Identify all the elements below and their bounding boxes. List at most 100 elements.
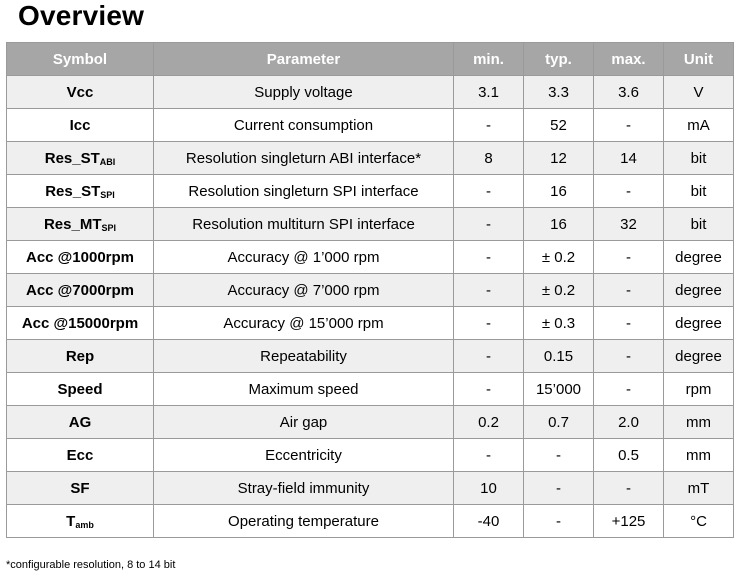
- cell-max: 14: [593, 141, 664, 175]
- table-row: Acc @15000rpm Accuracy @ 15’000 rpm - ± 0.3…: [6, 306, 734, 340]
- table-row: Acc @1000rpm Accuracy @ 1’000 rpm - ± 0.2- d…: [6, 240, 734, 274]
- cell-unit: degree: [663, 273, 734, 307]
- cell-min: -: [453, 438, 524, 472]
- header-unit: Unit: [663, 42, 734, 76]
- symbol-text: Res_ST: [45, 182, 101, 200]
- cell-max: 2.0: [593, 405, 664, 439]
- cell-symbol: Vcc: [6, 75, 154, 109]
- cell-typ: 0.15: [523, 339, 594, 373]
- cell-symbol: AG: [6, 405, 154, 439]
- cell-min: -: [453, 240, 524, 274]
- cell-typ: -: [523, 438, 594, 472]
- cell-max: -: [593, 306, 664, 340]
- cell-min: 3.1: [453, 75, 524, 109]
- cell-unit: °C: [663, 504, 734, 538]
- cell-symbol: SF: [6, 471, 154, 505]
- cell-unit: V: [663, 75, 734, 109]
- cell-parameter: Accuracy @ 15’000 rpm: [153, 306, 454, 340]
- cell-parameter: Resolution singleturn ABI interface*: [153, 141, 454, 175]
- header-max: max.: [593, 42, 664, 76]
- table-body: Vcc Supply voltage 3.1 3.3 3.6 V Icc Current co…: [6, 75, 734, 538]
- cell-unit: degree: [663, 306, 734, 340]
- symbol-text: Icc: [69, 116, 91, 134]
- symbol-text: Rep: [65, 347, 95, 365]
- cell-min: -: [453, 174, 524, 208]
- cell-parameter: Eccentricity: [153, 438, 454, 472]
- cell-parameter: Repeatability: [153, 339, 454, 373]
- cell-max: 0.5: [593, 438, 664, 472]
- table-row: Res_MTSPI Resolution multiturn SPI interf…: [6, 207, 734, 241]
- header-typ: typ.: [523, 42, 594, 76]
- cell-unit: rpm: [663, 372, 734, 406]
- cell-min: -: [453, 372, 524, 406]
- cell-symbol: Tamb: [6, 504, 154, 538]
- cell-parameter: Operating temperature: [153, 504, 454, 538]
- cell-symbol: Rep: [6, 339, 154, 373]
- cell-max: -: [593, 174, 664, 208]
- symbol-text: Vcc: [66, 83, 94, 101]
- cell-unit: mm: [663, 438, 734, 472]
- cell-max: -: [593, 240, 664, 274]
- cell-max: 32: [593, 207, 664, 241]
- cell-symbol: Ecc: [6, 438, 154, 472]
- symbol-subscript: SPI: [100, 189, 115, 200]
- cell-parameter: Stray-field immunity: [153, 471, 454, 505]
- cell-typ: 12: [523, 141, 594, 175]
- header-symbol: Symbol: [6, 42, 154, 76]
- table-header-row: Symbol Parameter min. typ. max. Unit: [6, 42, 734, 76]
- cell-min: -: [453, 306, 524, 340]
- cell-min: 8: [453, 141, 524, 175]
- symbol-subscript: amb: [75, 519, 94, 530]
- cell-max: +125: [593, 504, 664, 538]
- cell-symbol: Acc @1000rpm: [6, 240, 154, 274]
- cell-typ: 16: [523, 207, 594, 241]
- cell-typ: 0.7: [523, 405, 594, 439]
- symbol-text: T: [66, 512, 76, 530]
- cell-typ: -: [523, 471, 594, 505]
- footnote: *configurable resolution, 8 to 14 bit: [6, 559, 176, 571]
- cell-typ: ± 0.2: [523, 240, 594, 274]
- cell-symbol: Icc: [6, 108, 154, 142]
- symbol-text: Acc @1000rpm: [25, 248, 135, 266]
- cell-parameter: Resolution singleturn SPI interface: [153, 174, 454, 208]
- table-row: Rep Repeatability -0.15- degree: [6, 339, 734, 373]
- symbol-text: Res_ST: [44, 149, 100, 167]
- cell-unit: mA: [663, 108, 734, 142]
- cell-symbol: Res_STABI: [6, 141, 154, 175]
- cell-symbol: Res_MTSPI: [6, 207, 154, 241]
- cell-min: -: [453, 273, 524, 307]
- symbol-text: Acc @15000rpm: [21, 314, 139, 332]
- cell-symbol: Res_STSPI: [6, 174, 154, 208]
- cell-parameter: Resolution multiturn SPI interface: [153, 207, 454, 241]
- cell-typ: 52: [523, 108, 594, 142]
- specification-table: Symbol Parameter min. typ. max. Unit Vcc…: [6, 42, 734, 538]
- header-parameter: Parameter: [153, 42, 454, 76]
- cell-unit: bit: [663, 174, 734, 208]
- cell-max: -: [593, 273, 664, 307]
- cell-max: -: [593, 339, 664, 373]
- symbol-subscript: SPI: [101, 222, 117, 233]
- cell-unit: bit: [663, 141, 734, 175]
- cell-min: -: [453, 108, 524, 142]
- table-row: AG Air gap 0.2 0.7 2.0 mm: [6, 405, 734, 439]
- cell-max: -: [593, 108, 664, 142]
- cell-max: 3.6: [593, 75, 664, 109]
- table-row: Ecc Eccentricity - -0.5 mm: [6, 438, 734, 472]
- cell-typ: 15’000: [523, 372, 594, 406]
- cell-min: 10: [453, 471, 524, 505]
- cell-typ: 3.3: [523, 75, 594, 109]
- cell-typ: ± 0.3: [523, 306, 594, 340]
- cell-parameter: Maximum speed: [153, 372, 454, 406]
- cell-unit: bit: [663, 207, 734, 241]
- symbol-text: Acc @7000rpm: [25, 281, 135, 299]
- cell-max: -: [593, 471, 664, 505]
- table-row: Tamb Operating temperature -40- +125 °C: [6, 504, 734, 538]
- cell-parameter: Accuracy @ 7’000 rpm: [153, 273, 454, 307]
- symbol-text: SF: [70, 479, 90, 497]
- cell-min: -: [453, 207, 524, 241]
- cell-min: -: [453, 339, 524, 373]
- cell-typ: 16: [523, 174, 594, 208]
- cell-unit: mm: [663, 405, 734, 439]
- symbol-text: Ecc: [66, 446, 94, 464]
- table-row: SF Stray-field immunity 10- - mT: [6, 471, 734, 505]
